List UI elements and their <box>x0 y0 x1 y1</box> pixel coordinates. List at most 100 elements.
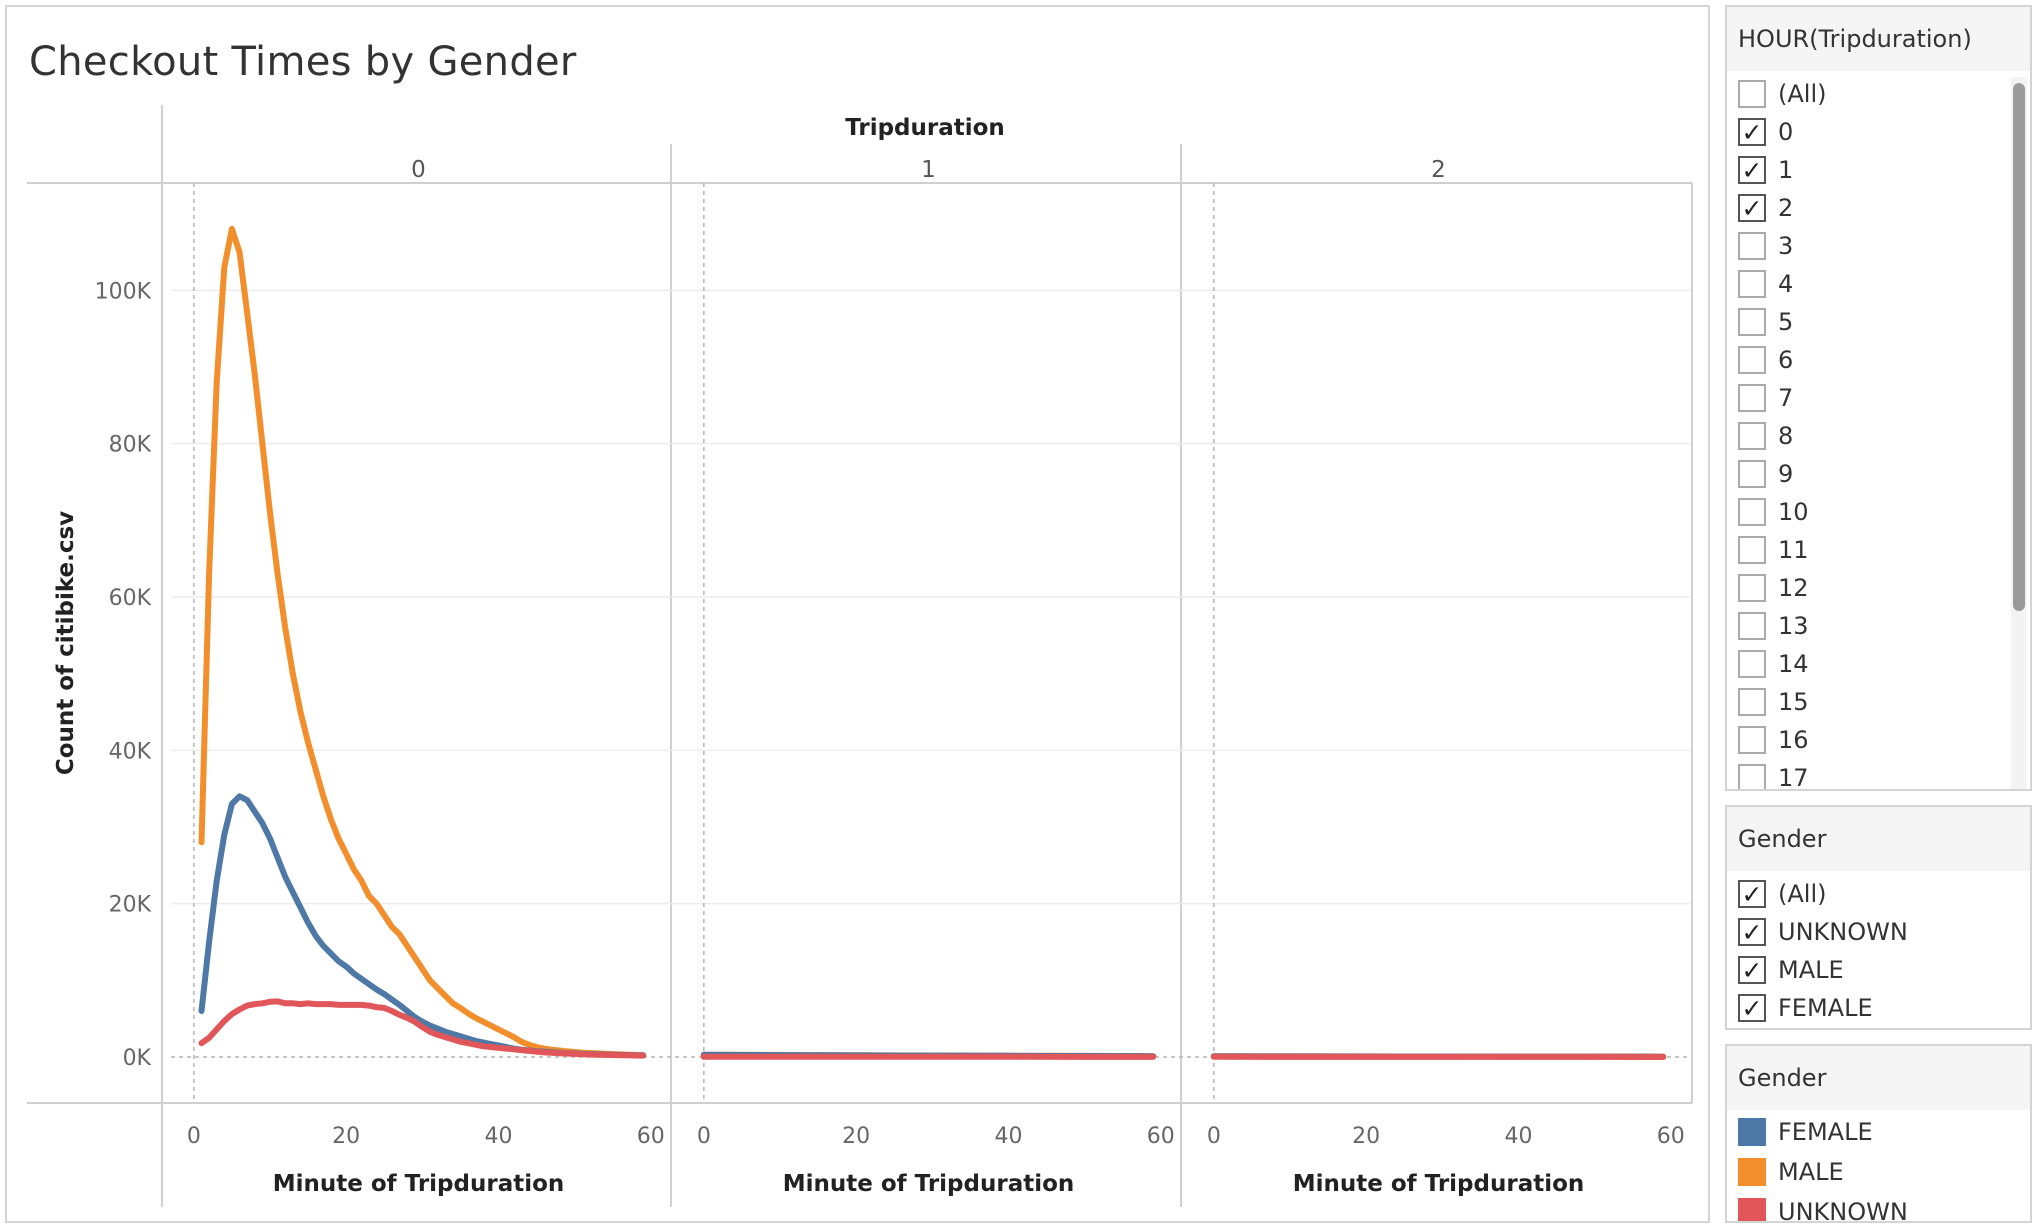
checkbox-checked[interactable]: ✓ <box>1738 118 1766 146</box>
hour-option-label: 5 <box>1778 308 1794 336</box>
chart-title: Checkout Times by Gender <box>29 39 577 85</box>
series-line-female-facet-0 <box>198 793 647 1059</box>
hour-option[interactable]: 5 <box>1738 303 1793 341</box>
checkbox[interactable] <box>1738 232 1766 260</box>
hour-option[interactable]: ✓ 0 <box>1738 113 1793 151</box>
hour-option-label: 10 <box>1778 498 1809 526</box>
hour-option-label: 8 <box>1778 422 1794 450</box>
legend-item[interactable]: FEMALE <box>1738 1112 1873 1152</box>
hour-option-label: 13 <box>1778 612 1809 640</box>
y-tick-label: 80K <box>109 433 152 458</box>
hour-option[interactable]: 15 <box>1738 683 1809 721</box>
checkbox-checked[interactable]: ✓ <box>1738 918 1766 946</box>
hour-option[interactable]: 17 <box>1738 759 1809 789</box>
x-tick-label: 40 <box>994 1124 1022 1149</box>
hour-option-label: 4 <box>1778 270 1794 298</box>
hour-option-label: 6 <box>1778 346 1794 374</box>
legend-item[interactable]: MALE <box>1738 1152 1844 1192</box>
checkbox[interactable] <box>1738 764 1766 789</box>
checkbox-checked[interactable]: ✓ <box>1738 156 1766 184</box>
checkbox[interactable] <box>1738 650 1766 678</box>
y-tick-label: 40K <box>109 739 152 764</box>
facet-label-0: 0 <box>411 157 426 183</box>
hour-option-label: 1 <box>1778 156 1794 184</box>
x-tick-label: 0 <box>1207 1124 1221 1149</box>
checkbox[interactable] <box>1738 270 1766 298</box>
y-tick-label: 20K <box>109 893 152 918</box>
series-line-male-facet-0 <box>198 226 647 1059</box>
y-axis-title: Count of citibike.csv <box>53 511 79 775</box>
x-tick-label: 0 <box>187 1124 201 1149</box>
hour-option[interactable]: 3 <box>1738 227 1793 265</box>
hour-option[interactable]: 8 <box>1738 417 1793 455</box>
x-axis-title: Minute of Tripduration <box>783 1171 1075 1197</box>
hour-option-label: 12 <box>1778 574 1809 602</box>
hour-filter-card: HOUR(Tripduration) (All) ✓ 0 ✓ 1 ✓ 2 3 4 5 6 7 8 9 10 1… <box>1725 5 2032 791</box>
gender-option-label: UNKNOWN <box>1778 918 1908 946</box>
x-tick-label: 20 <box>842 1124 870 1149</box>
hour-option-label: 11 <box>1778 536 1809 564</box>
legend-item[interactable]: UNKNOWN <box>1738 1192 1908 1223</box>
series-line-unknown-facet-0 <box>198 998 647 1059</box>
hour-option[interactable]: 12 <box>1738 569 1809 607</box>
hour-option[interactable]: 7 <box>1738 379 1793 417</box>
hour-option[interactable]: (All) <box>1738 75 1826 113</box>
x-tick-label: 0 <box>697 1124 711 1149</box>
y-tick-label: 0K <box>123 1046 152 1071</box>
x-tick-label: 40 <box>1504 1124 1532 1149</box>
hour-filter-title: HOUR(Tripduration) <box>1727 7 2030 71</box>
legend-title: Gender <box>1727 1046 2030 1110</box>
gender-option[interactable]: ✓ (All) <box>1738 875 1826 913</box>
checkbox[interactable] <box>1738 460 1766 488</box>
hour-option-label: 14 <box>1778 650 1809 678</box>
gender-option[interactable]: ✓ MALE <box>1738 951 1844 989</box>
checkbox[interactable] <box>1738 384 1766 412</box>
scrollbar-thumb[interactable] <box>2013 83 2025 611</box>
hour-option-label: 2 <box>1778 194 1794 222</box>
hour-option-label: 16 <box>1778 726 1809 754</box>
checkbox[interactable] <box>1738 80 1766 108</box>
gender-option[interactable]: ✓ UNKNOWN <box>1738 913 1908 951</box>
checkbox-checked[interactable]: ✓ <box>1738 880 1766 908</box>
facet-label-1: 1 <box>921 157 936 183</box>
checkbox-checked[interactable]: ✓ <box>1738 994 1766 1022</box>
hour-filter-scrollbar[interactable] <box>2011 77 2027 789</box>
hour-option[interactable]: 10 <box>1738 493 1809 531</box>
hour-option[interactable]: 13 <box>1738 607 1809 645</box>
checkbox-checked[interactable]: ✓ <box>1738 956 1766 984</box>
checkbox[interactable] <box>1738 574 1766 602</box>
hour-option[interactable]: 6 <box>1738 341 1793 379</box>
hour-option[interactable]: 14 <box>1738 645 1809 683</box>
checkbox[interactable] <box>1738 422 1766 450</box>
hour-option-label: 9 <box>1778 460 1794 488</box>
hour-option[interactable]: 9 <box>1738 455 1793 493</box>
gender-option-label: FEMALE <box>1778 994 1873 1022</box>
x-tick-label: 20 <box>1352 1124 1380 1149</box>
checkbox[interactable] <box>1738 612 1766 640</box>
y-tick-label: 100K <box>95 279 152 304</box>
hour-option[interactable]: ✓ 2 <box>1738 189 1793 227</box>
checkbox[interactable] <box>1738 536 1766 564</box>
gender-option[interactable]: ✓ FEMALE <box>1738 989 1873 1027</box>
gender-option-label: (All) <box>1778 880 1827 908</box>
x-tick-label: 60 <box>1657 1124 1685 1149</box>
gender-option-label: MALE <box>1778 956 1844 984</box>
gender-filter-title: Gender <box>1727 807 2030 871</box>
y-tick-label: 60K <box>109 586 152 611</box>
checkbox[interactable] <box>1738 346 1766 374</box>
hour-option[interactable]: 16 <box>1738 721 1809 759</box>
checkbox[interactable] <box>1738 308 1766 336</box>
checkbox[interactable] <box>1738 498 1766 526</box>
x-tick-label: 40 <box>484 1124 512 1149</box>
legend-swatch <box>1738 1158 1766 1186</box>
legend-label: UNKNOWN <box>1778 1198 1908 1223</box>
checkbox[interactable] <box>1738 688 1766 716</box>
hour-option-label: 7 <box>1778 384 1794 412</box>
hour-option[interactable]: 4 <box>1738 265 1793 303</box>
line-chart: Checkout Times by Gender Tripduration 0 1… <box>27 39 1693 1207</box>
hour-option[interactable]: 11 <box>1738 531 1809 569</box>
checkbox-checked[interactable]: ✓ <box>1738 194 1766 222</box>
hour-option-label: 0 <box>1778 118 1794 146</box>
checkbox[interactable] <box>1738 726 1766 754</box>
hour-option[interactable]: ✓ 1 <box>1738 151 1793 189</box>
